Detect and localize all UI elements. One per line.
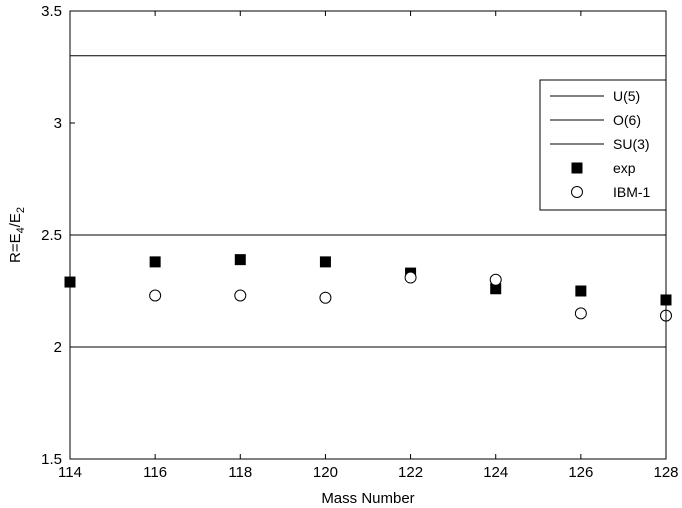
point-exp [234, 254, 246, 266]
point-ibm-1 [404, 271, 417, 284]
legend-label-su-3-: SU(3) [613, 136, 650, 152]
y-label-base: R=E [7, 233, 24, 263]
legend-label-exp: exp [613, 160, 636, 176]
y-axis-label: R=E4/E2 [7, 207, 27, 263]
point-exp [319, 256, 331, 268]
y-label-slash: /E [7, 213, 24, 227]
y-tick-label: 3 [54, 115, 62, 132]
x-tick-label: 126 [568, 464, 593, 481]
x-tick-label: 122 [398, 464, 423, 481]
y-tick-label: 1.5 [41, 451, 62, 468]
y-tick-label: 3.5 [41, 3, 62, 20]
axis-ticks [69, 10, 667, 460]
point-exp [575, 285, 587, 297]
x-tick-label: 118 [228, 464, 252, 481]
legend-swatch-ibm-1 [571, 186, 583, 198]
data-markers [64, 254, 672, 322]
legend-swatch-exp [571, 162, 583, 174]
y-tick-label: 2.5 [41, 227, 62, 244]
x-tick-label: 128 [653, 464, 678, 481]
reference-lines [70, 55, 666, 348]
y-tick-labels: 1.5 2 2.5 3 3.5 [41, 3, 62, 468]
x-tick-label: 116 [143, 464, 167, 481]
legend-box [539, 79, 667, 211]
point-ibm-1 [489, 273, 502, 286]
legend-label-u-5-: U(5) [613, 88, 640, 104]
point-ibm-1 [574, 307, 587, 320]
y-label-sub-2: 2 [15, 207, 27, 213]
x-tick-label: 124 [483, 464, 508, 481]
x-tick-labels: 114 116 118 120 122 124 126 128 [58, 464, 678, 481]
x-axis-label: Mass Number [321, 490, 414, 507]
point-ibm-1 [319, 291, 332, 304]
legend: U(5) O(6) SU(3) exp IBM-1 [539, 79, 667, 211]
y-tick-label: 2 [54, 339, 62, 356]
point-ibm-1 [234, 289, 247, 302]
x-tick-label: 120 [313, 464, 338, 481]
legend-label-ibm-1: IBM-1 [613, 184, 651, 200]
point-ibm-1 [149, 289, 162, 302]
x-tick-label: 114 [58, 464, 82, 481]
legend-label-o-6-: O(6) [613, 112, 641, 128]
point-exp [149, 256, 161, 268]
point-exp [490, 283, 502, 295]
y-label-sub-4: 4 [15, 227, 27, 233]
